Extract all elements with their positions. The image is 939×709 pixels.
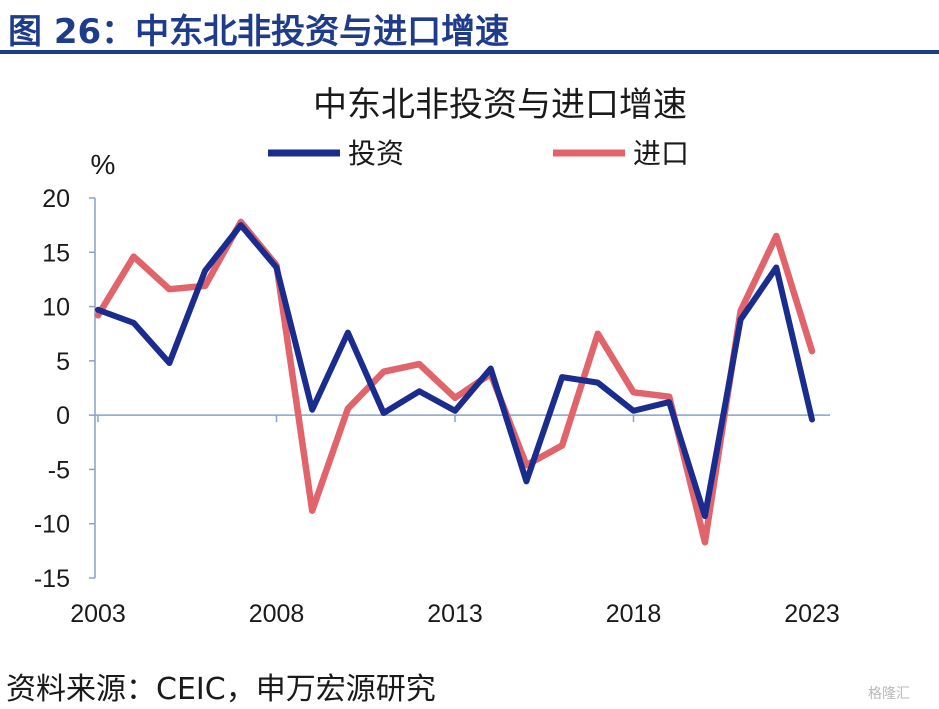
y-tick-label: -15 — [34, 565, 70, 593]
source-note: 资料来源：CEIC，申万宏源研究 — [6, 672, 436, 707]
watermark: 格隆汇 — [868, 686, 910, 702]
y-tick-label: -10 — [34, 511, 70, 539]
x-tick-label: 2013 — [427, 600, 483, 628]
y-axis-unit: % — [91, 149, 116, 180]
y-tick-label: 20 — [42, 185, 70, 213]
series-line-1 — [95, 222, 815, 520]
x-tick-label: 2018 — [606, 600, 662, 628]
x-tick-label: 2008 — [249, 600, 305, 628]
legend-label-1: 投资 — [348, 137, 404, 170]
y-tick-label: 0 — [56, 402, 70, 430]
series-line-2 — [94, 218, 816, 546]
y-tick-label: 10 — [42, 294, 70, 322]
y-tick-label: 5 — [56, 348, 70, 376]
y-tick-label: 15 — [42, 239, 70, 267]
legend-label-2: 进口 — [633, 137, 689, 170]
title-divider — [0, 50, 939, 54]
y-tick-label: -5 — [48, 456, 70, 484]
chart-title: 中东北非投资与进口增速 — [313, 85, 687, 125]
x-tick-label: 2023 — [784, 600, 840, 628]
x-tick-label: 2003 — [70, 600, 126, 628]
figure-title: 图 26：中东北非投资与进口增速 — [8, 12, 510, 52]
